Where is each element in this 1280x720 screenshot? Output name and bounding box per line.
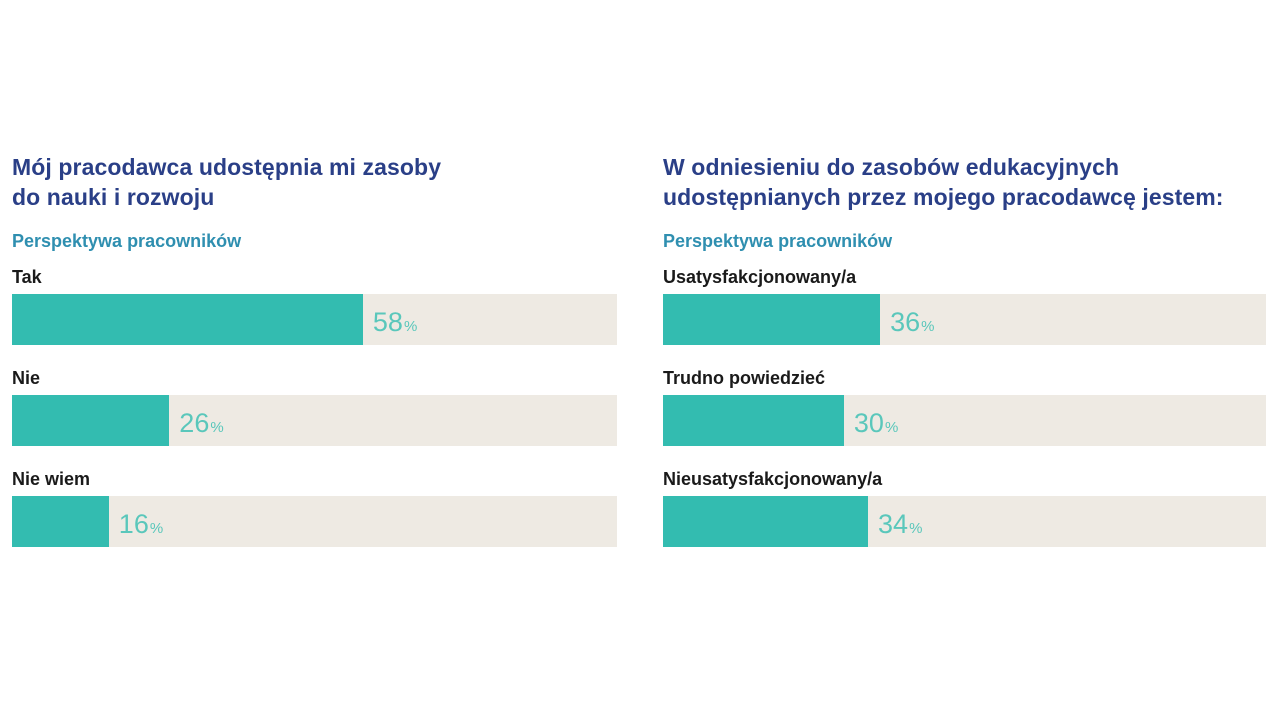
bar-label: Nie wiem (12, 469, 91, 489)
bar-value-label: 34% (868, 496, 922, 547)
bar-value-unit: % (884, 419, 899, 436)
bar-value-unit: % (210, 419, 224, 436)
bar (663, 395, 844, 446)
bar-list: Tak 58% Nie 26% Nie wiem 16% (12, 266, 617, 569)
bar-group: Usatysfakcjonowany/a 36% (663, 266, 1266, 367)
bar (12, 294, 363, 345)
bar-value-number: 16 (118, 509, 149, 539)
bar-group: Nieusatysfakcjonowany/a 34% (663, 468, 1266, 569)
bar-label: Trudno powiedzieć (663, 368, 826, 388)
bar-value-label: 58% (363, 294, 417, 345)
bar-value-label: 36% (880, 294, 934, 345)
bar-value-number: 58 (372, 307, 403, 337)
chart-panel-left: Mój pracodawca udostępnia mi zasoby do n… (12, 152, 617, 569)
bar-label: Usatysfakcjonowany/a (663, 267, 857, 287)
bar-value-number: 26 (179, 408, 210, 438)
bar (663, 496, 869, 547)
bar-value-label: 26% (169, 395, 223, 446)
bar-value-label: 30% (844, 395, 898, 446)
bar-track: 26% (12, 395, 617, 446)
chart-subtitle: Perspektywa pracowników (663, 231, 893, 251)
bar-track: 36% (663, 294, 1266, 345)
chart-panel-right: W odniesieniu do zasobów edukacyjnych ud… (663, 152, 1266, 569)
bar-group: Nie 26% (12, 367, 617, 468)
bar-value-unit: % (403, 318, 418, 335)
bar-group: Tak 58% (12, 266, 617, 367)
bar-value-number: 34 (878, 509, 909, 539)
bar-track: 30% (663, 395, 1266, 446)
bar (12, 496, 109, 547)
bar-group: Nie wiem 16% (12, 468, 617, 569)
chart-title: Mój pracodawca udostępnia mi zasoby do n… (12, 154, 442, 210)
bar-label: Nieusatysfakcjonowany/a (663, 469, 883, 489)
bar-value-number: 36 (890, 307, 921, 337)
bar-value-unit: % (149, 520, 164, 537)
bar-group: Trudno powiedzieć 30% (663, 367, 1266, 468)
bar-track: 16% (12, 496, 617, 547)
bar-label: Nie (12, 368, 41, 388)
bar-track: 58% (12, 294, 617, 345)
bar-value-unit: % (921, 318, 935, 335)
bar-value-label: 16% (109, 496, 163, 547)
bar-value-number: 30 (853, 408, 884, 438)
bar (663, 294, 881, 345)
bar-track: 34% (663, 496, 1266, 547)
chart-subtitle: Perspektywa pracowników (12, 231, 242, 251)
bar-value-unit: % (909, 520, 923, 537)
bar (12, 395, 170, 446)
bar-label: Tak (12, 267, 42, 287)
bar-list: Usatysfakcjonowany/a 36% Trudno powiedzieć… (663, 266, 1266, 569)
chart-title: W odniesieniu do zasobów edukacyjnych ud… (663, 154, 1224, 210)
